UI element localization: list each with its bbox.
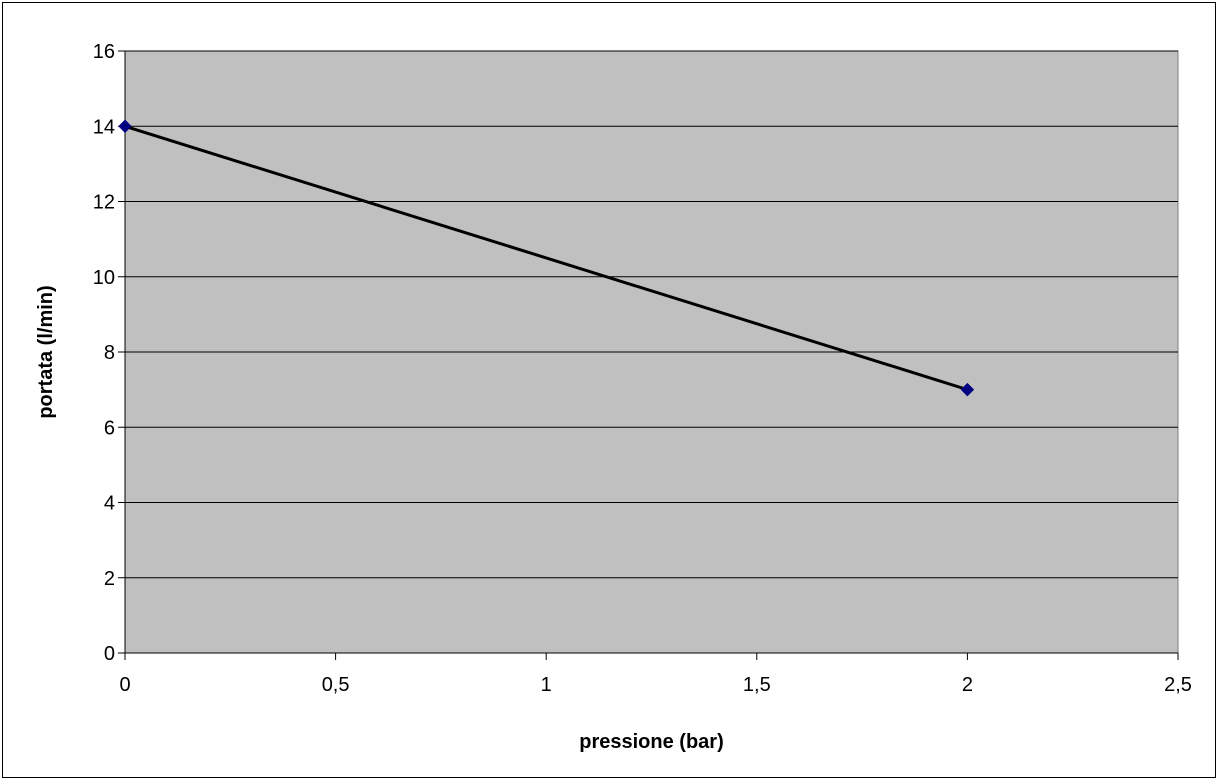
x-tick-label: 1 [541,674,552,696]
y-tick-label: 16 [93,41,115,63]
y-tick-label: 8 [104,342,115,364]
y-axis-title: portata (l/min) [35,285,57,418]
y-tick-label: 10 [93,267,115,289]
data-point [960,382,975,397]
series-group [118,119,975,397]
y-tick-label: 2 [104,568,115,590]
x-tick-label: 0,5 [322,674,350,696]
y-tick-label: 0 [104,643,115,665]
y-tick-label: 12 [93,192,115,214]
x-tick-label: 2,5 [1164,674,1192,696]
x-tick-label: 2 [962,674,973,696]
series-line [124,124,968,392]
y-tick-label: 4 [104,493,115,515]
axes [118,50,1179,660]
x-tick-labels: 0 0,5 1 1,5 2 2,5 [119,674,1191,696]
x-tick-label: 1,5 [743,674,771,696]
y-tick-labels: 0 2 4 6 8 10 12 14 16 [93,41,115,665]
gridlines [125,50,1178,654]
y-tick-label: 6 [104,417,115,439]
x-tick-label: 0 [119,674,130,696]
y-tick-label: 14 [93,116,115,138]
data-point [118,119,132,133]
x-axis-title: pressione (bar) [579,731,723,753]
